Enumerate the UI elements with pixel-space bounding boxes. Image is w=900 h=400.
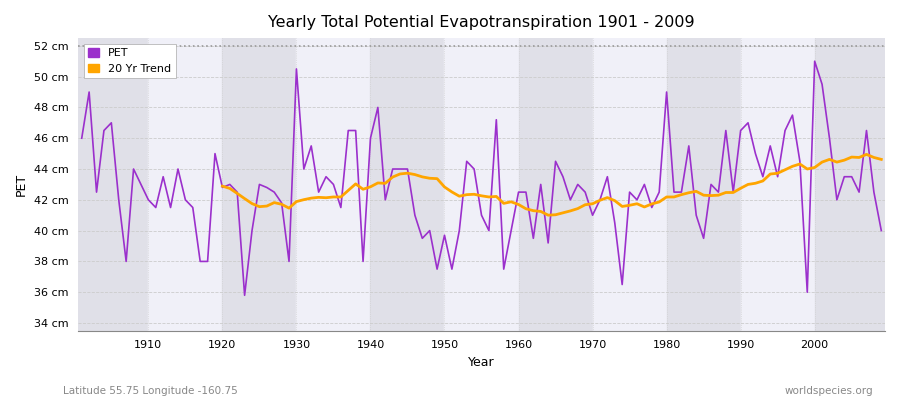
Bar [296,38,371,331]
Bar [592,38,667,331]
Bar [445,38,518,331]
Bar [814,38,888,331]
Title: Yearly Total Potential Evapotranspiration 1901 - 2009: Yearly Total Potential Evapotranspiratio… [268,15,695,30]
Bar [667,38,741,331]
Bar [518,38,592,331]
Y-axis label: PET: PET [15,173,28,196]
Bar [741,38,814,331]
Bar [222,38,296,331]
Legend: PET, 20 Yr Trend: PET, 20 Yr Trend [84,44,176,78]
X-axis label: Year: Year [468,356,495,369]
Bar [75,38,148,331]
Bar [371,38,445,331]
Text: Latitude 55.75 Longitude -160.75: Latitude 55.75 Longitude -160.75 [63,386,238,396]
Text: worldspecies.org: worldspecies.org [785,386,873,396]
Bar [148,38,222,331]
